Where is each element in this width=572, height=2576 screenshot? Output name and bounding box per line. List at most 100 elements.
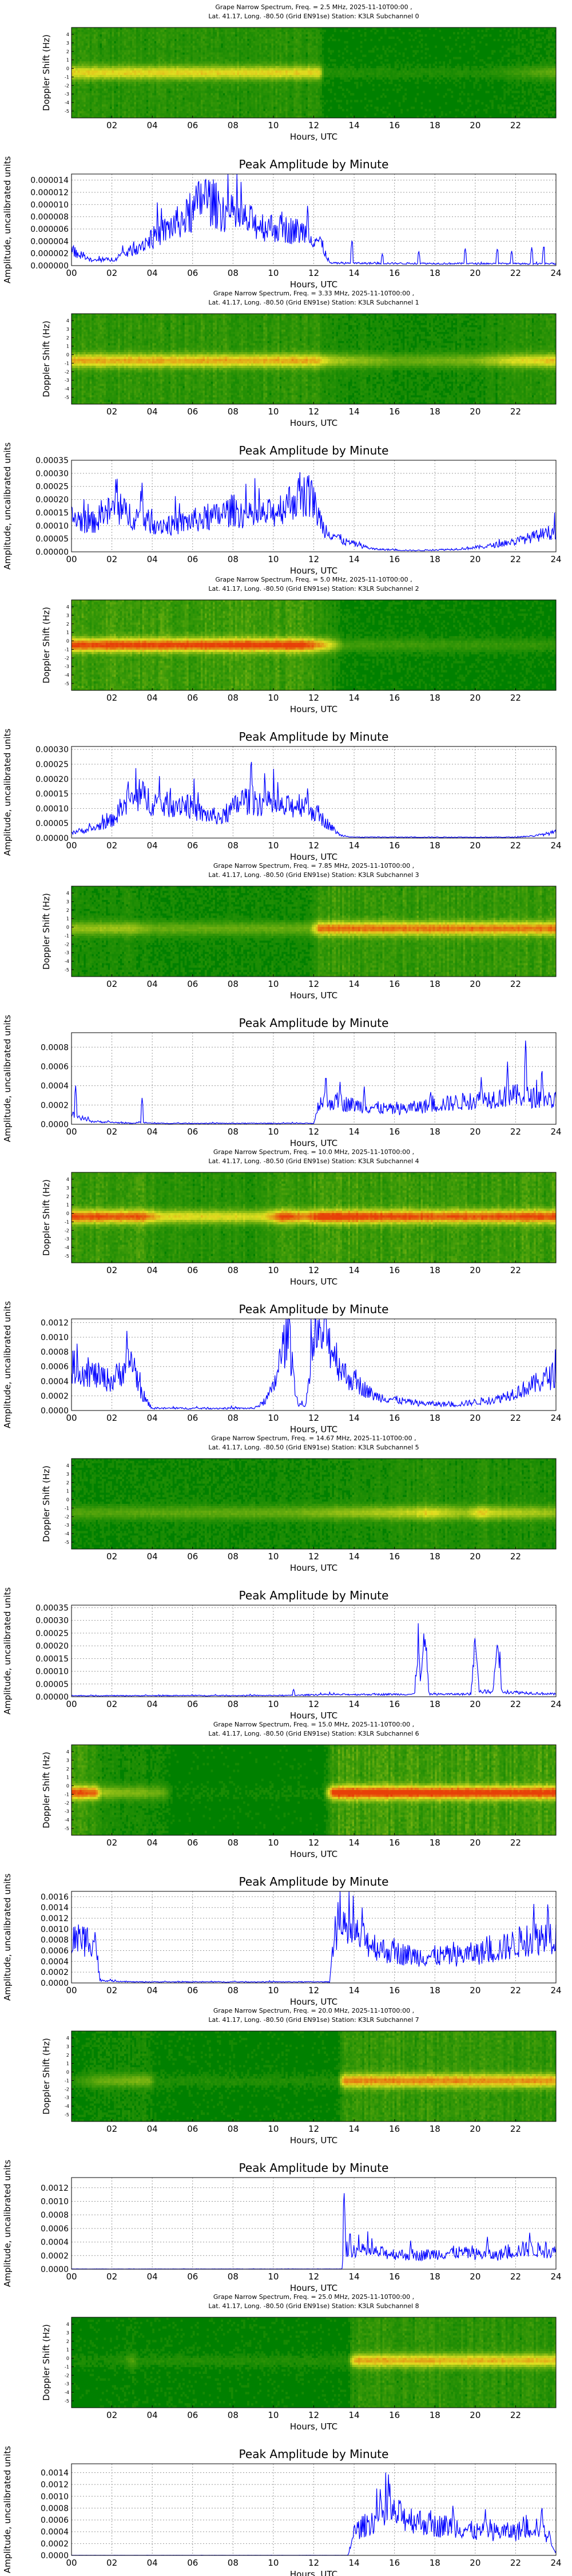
x-tick-label: 22 — [510, 1699, 521, 1709]
amplitude-panel: Peak Amplitude by Minute0.00000.00020.00… — [2, 2446, 562, 2576]
y-tick-label: 0.00010 — [35, 804, 69, 813]
x-tick-label: 04 — [147, 1985, 158, 1996]
chart-title: Peak Amplitude by Minute — [239, 1589, 389, 1602]
x-tick-label: 14 — [349, 1699, 360, 1709]
x-tick-label: 20 — [470, 406, 480, 417]
x-tick-label: 08 — [228, 979, 239, 989]
x-axis-label: Hours, UTC — [290, 1138, 337, 1148]
spectrogram-panel: Grape Narrow Spectrum, Freq. = 14.67 MHz… — [41, 1435, 556, 1573]
y-tick-label: 1 — [66, 1489, 69, 1494]
x-tick-label: 20 — [470, 554, 480, 564]
y-tick-label: 4 — [66, 2322, 69, 2327]
x-tick-label: 06 — [187, 1985, 198, 1996]
y-tick-label: 0.00005 — [35, 1680, 69, 1689]
x-tick-label: 18 — [430, 1985, 440, 1996]
spectrogram-cells — [72, 1459, 556, 1549]
y-axis-label: Amplitude, uncalibrated units — [2, 1587, 13, 1715]
x-tick-label: 22 — [510, 2410, 521, 2420]
chart-subtitle: Lat. 41.17, Long. -80.50 (Grid EN91se) S… — [208, 871, 419, 879]
x-axis-label: Hours, UTC — [290, 1997, 337, 2007]
x-tick-label: 06 — [187, 840, 198, 851]
x-tick-label: 16 — [389, 693, 400, 703]
y-tick-label: 0.000006 — [30, 225, 69, 234]
x-tick-label: 08 — [228, 1127, 239, 1137]
spectrogram-cells — [72, 1172, 556, 1263]
y-axis-label: Doppler Shift (Hz) — [41, 2038, 51, 2115]
x-tick-label: 04 — [147, 2271, 158, 2282]
x-tick-label: 14 — [349, 1985, 360, 1996]
y-tick-label: -3 — [65, 2095, 69, 2100]
x-tick-label: 04 — [147, 840, 158, 851]
x-tick-label: 16 — [389, 1838, 400, 1848]
x-tick-label: 00 — [66, 1699, 77, 1709]
y-tick-label: -1 — [65, 1506, 69, 1511]
y-tick-label: -2 — [65, 655, 69, 661]
y-tick-label: -4 — [65, 100, 69, 105]
x-tick-label: 12 — [308, 2410, 319, 2420]
chart-title: Grape Narrow Spectrum, Freq. = 3.33 MHz,… — [213, 290, 414, 297]
x-tick-label: 04 — [147, 2410, 158, 2420]
y-tick-label: 3 — [66, 1472, 69, 1477]
y-axis-label: Doppler Shift (Hz) — [41, 1465, 51, 1542]
x-axis-label: Hours, UTC — [290, 704, 337, 714]
x-tick-label: 22 — [510, 268, 521, 278]
x-tick-label: 24 — [550, 2558, 561, 2568]
y-tick-label: 0.0012 — [41, 2480, 69, 2490]
x-tick-label: 24 — [550, 554, 561, 564]
x-tick-label: 12 — [308, 268, 319, 278]
x-tick-label: 10 — [268, 1838, 279, 1848]
y-tick-label: -1 — [65, 1792, 69, 1797]
x-tick-label: 20 — [470, 693, 480, 703]
x-tick-label: 14 — [349, 1551, 360, 1562]
chart-subtitle: Lat. 41.17, Long. -80.50 (Grid EN91se) S… — [208, 1157, 419, 1165]
x-tick-label: 12 — [308, 120, 319, 131]
x-tick-label: 10 — [268, 1265, 279, 1275]
x-tick-label: 24 — [550, 840, 561, 851]
y-tick-label: 0.0012 — [41, 2184, 69, 2193]
x-tick-label: 06 — [187, 693, 198, 703]
x-tick-label: 16 — [389, 2410, 400, 2420]
x-tick-label: 06 — [187, 979, 198, 989]
y-tick-label: 0.0000 — [41, 2551, 69, 2561]
y-tick-label: 0 — [66, 639, 69, 644]
y-tick-label: 0.0006 — [41, 2516, 69, 2525]
y-tick-label: 0.000014 — [30, 176, 69, 185]
x-tick-label: 08 — [228, 2558, 239, 2568]
x-tick-label: 18 — [430, 693, 440, 703]
y-tick-label: -2 — [65, 1514, 69, 1519]
x-tick-label: 12 — [308, 2124, 319, 2134]
y-tick-label: 0 — [66, 2356, 69, 2361]
x-tick-label: 02 — [106, 1413, 117, 1423]
y-tick-label: 1 — [66, 2348, 69, 2353]
y-tick-label: 0.0008 — [41, 2211, 69, 2220]
x-tick-label: 02 — [106, 1838, 117, 1848]
x-tick-label: 20 — [470, 1127, 480, 1137]
x-tick-label: 16 — [389, 2271, 400, 2282]
amplitude-panel: Peak Amplitude by Minute0.00000.00020.00… — [2, 1301, 562, 1435]
y-tick-label: -1 — [65, 2078, 69, 2083]
x-tick-label: 00 — [66, 2558, 77, 2568]
y-tick-label: 0.00005 — [35, 819, 69, 828]
y-tick-label: 0.00030 — [35, 745, 69, 754]
y-tick-label: 0.0012 — [41, 1914, 69, 1923]
x-tick-label: 04 — [147, 693, 158, 703]
y-tick-label: 0.000004 — [30, 237, 69, 246]
x-tick-label: 10 — [268, 1127, 279, 1137]
x-tick-label: 14 — [349, 268, 360, 278]
x-tick-label: 12 — [308, 2271, 319, 2282]
y-tick-label: 0.00020 — [35, 496, 69, 505]
y-tick-label: -2 — [65, 2087, 69, 2092]
x-tick-label: 20 — [470, 1699, 480, 1709]
y-tick-label: 1 — [66, 1203, 69, 1208]
x-tick-label: 10 — [268, 554, 279, 564]
x-tick-label: 10 — [268, 2271, 279, 2282]
x-tick-label: 06 — [187, 1265, 198, 1275]
y-tick-label: 0.0000 — [41, 2265, 69, 2274]
y-tick-label: -1 — [65, 2364, 69, 2369]
x-tick-label: 18 — [430, 2124, 440, 2134]
x-tick-label: 02 — [106, 406, 117, 417]
chart-title: Grape Narrow Spectrum, Freq. = 10.0 MHz,… — [213, 1148, 414, 1156]
y-tick-label: 0.0000 — [41, 1979, 69, 1988]
x-tick-label: 22 — [510, 1413, 521, 1423]
y-tick-label: -5 — [65, 1826, 69, 1831]
